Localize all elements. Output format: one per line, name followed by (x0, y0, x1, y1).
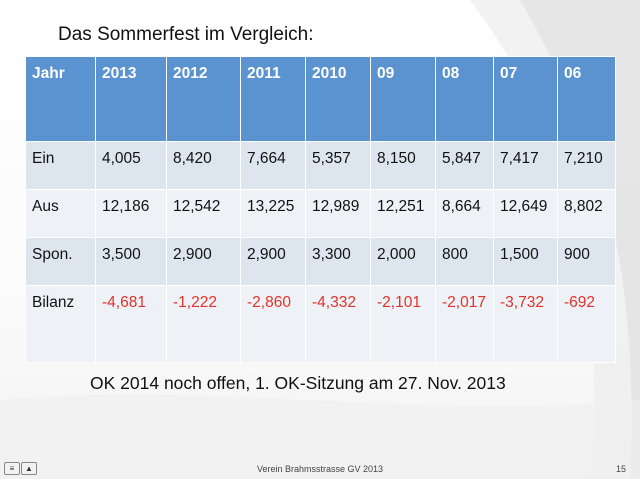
slide-title: Das Sommerfest im Vergleich: (58, 24, 314, 45)
table-cell: -2,860 (240, 285, 306, 363)
slide-note: OK 2014 noch offen, 1. OK-Sitzung am 27.… (90, 373, 506, 393)
header-cell: 2012 (166, 56, 241, 142)
table-cell: 5,357 (305, 141, 371, 190)
row-label: Aus (25, 189, 96, 238)
table-cell: 8,802 (557, 189, 616, 238)
table-cell: 13,225 (240, 189, 306, 238)
table-cell: 7,210 (557, 141, 616, 190)
table-cell: -2,017 (435, 285, 494, 363)
header-cell: 09 (370, 56, 436, 142)
table-row: Spon. 3,500 2,900 2,900 3,300 2,000 800 … (25, 237, 616, 286)
table-cell: 8,420 (166, 141, 241, 190)
table-cell: 3,300 (305, 237, 371, 286)
header-cell: Jahr (25, 56, 96, 142)
table-header-row: Jahr 2013 2012 2011 2010 09 08 07 06 (25, 56, 616, 142)
table-cell: 12,989 (305, 189, 371, 238)
row-label: Bilanz (25, 285, 96, 363)
table-cell: 2,900 (166, 237, 241, 286)
table-cell: 12,251 (370, 189, 436, 238)
table-cell: 7,417 (493, 141, 558, 190)
table-cell: -692 (557, 285, 616, 363)
row-label: Ein (25, 141, 96, 190)
header-cell: 06 (557, 56, 616, 142)
footer-text: Verein Brahmsstrasse GV 2013 (256, 464, 384, 474)
table-cell: 12,542 (166, 189, 241, 238)
table-cell: -4,332 (305, 285, 371, 363)
table-cell: 2,000 (370, 237, 436, 286)
table-cell: 900 (557, 237, 616, 286)
table-cell: 2,900 (240, 237, 306, 286)
up-arrow-icon[interactable]: ▲ (21, 462, 37, 475)
header-cell: 07 (493, 56, 558, 142)
header-cell: 2013 (95, 56, 167, 142)
menu-icon[interactable]: ≡ (4, 462, 20, 475)
table-cell: -4,681 (95, 285, 167, 363)
slide-navigation: ≡ ▲ (4, 462, 37, 475)
table-cell: 12,186 (95, 189, 167, 238)
header-cell: 2011 (240, 56, 306, 142)
table-cell: 7,664 (240, 141, 306, 190)
row-label: Spon. (25, 237, 96, 286)
table-row: Aus 12,186 12,542 13,225 12,989 12,251 8… (25, 189, 616, 238)
slide-footer: Verein Brahmsstrasse GV 2013 15 (0, 462, 640, 476)
header-cell: 2010 (305, 56, 371, 142)
table-cell: 8,150 (370, 141, 436, 190)
table-row: Ein 4,005 8,420 7,664 5,357 8,150 5,847 … (25, 141, 616, 190)
table-cell: 3,500 (95, 237, 167, 286)
page-number: 15 (615, 464, 626, 474)
comparison-table: Jahr 2013 2012 2011 2010 09 08 07 06 Ein… (25, 56, 616, 363)
table-cell: -1,222 (166, 285, 241, 363)
table-cell: -2,101 (370, 285, 436, 363)
table-cell: 800 (435, 237, 494, 286)
table-cell: 8,664 (435, 189, 494, 238)
table-cell: -3,732 (493, 285, 558, 363)
header-cell: 08 (435, 56, 494, 142)
table-cell: 1,500 (493, 237, 558, 286)
table-cell: 12,649 (493, 189, 558, 238)
table-cell: 5,847 (435, 141, 494, 190)
table-row: Bilanz -4,681 -1,222 -2,860 -4,332 -2,10… (25, 285, 616, 363)
table-cell: 4,005 (95, 141, 167, 190)
